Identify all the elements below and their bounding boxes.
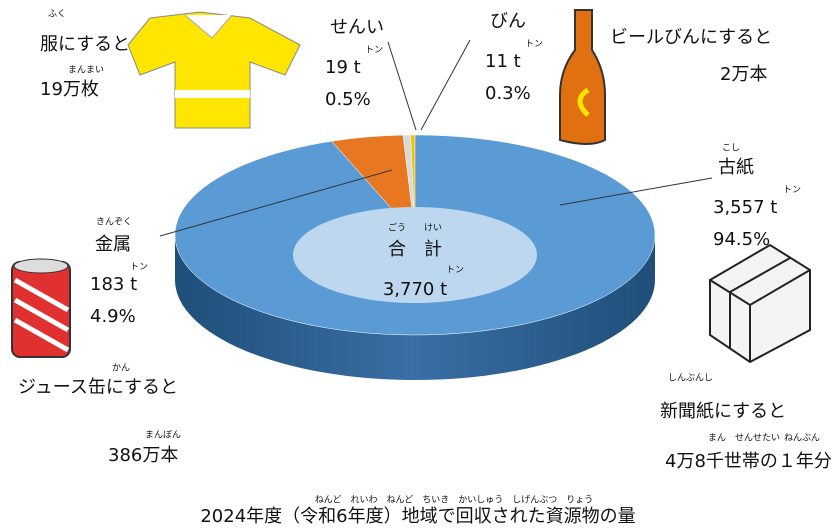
ton-ruby: トン	[783, 186, 801, 196]
chart-title: 2024年度（令和6年度）地域で回収された資源物の量	[200, 506, 635, 527]
annotation: ビールびんにすると	[610, 27, 772, 48]
annotation: 19万枚	[40, 79, 99, 100]
category-label: せんい	[330, 17, 384, 38]
ruby-text: しんぶんし	[668, 373, 713, 384]
ruby-text: まんぼん	[145, 430, 181, 441]
percent-label: 94.5%	[713, 229, 770, 250]
value-label: 183 t	[90, 274, 137, 295]
ruby-text: こし	[722, 143, 740, 154]
total-ruby: ごう けい	[388, 222, 442, 234]
ruby-text: きんぞく	[96, 217, 132, 228]
ruby-text: ふく	[48, 9, 66, 20]
annotation: 新聞紙にすると	[660, 401, 786, 422]
annotation: 2万本	[720, 64, 767, 85]
value-label: 19 t	[325, 57, 361, 78]
category-label: 金属	[95, 234, 131, 255]
title-ruby: ねんど れいわ ねんど ちいき かいしゅう しげんぶつ りょう	[315, 495, 593, 506]
can-illustration	[12, 259, 70, 357]
chart: 2024年度（令和6年度）地域で回収された資源物の量 ねんど れいわ ねんど ち…	[0, 0, 834, 532]
newspaper-illustration	[710, 245, 810, 362]
bottle-illustration	[560, 10, 605, 144]
percent-label: 4.9%	[90, 306, 136, 327]
value-label: 3,557 t	[713, 197, 777, 218]
ruby-text: まん せんせたい	[708, 433, 780, 444]
ruby-text: まんまい	[68, 65, 104, 76]
percent-label: 0.5%	[325, 89, 371, 110]
annotation: 386万本	[108, 445, 178, 466]
ruby-text: ねんぶん	[784, 433, 820, 444]
ton-ruby: トン	[130, 263, 148, 273]
annotation: 服にすると	[40, 34, 130, 55]
ton-ruby: トン	[365, 46, 383, 56]
total-name: 合 計	[388, 239, 442, 260]
percent-label: 0.3%	[485, 83, 531, 104]
ruby-text: かん	[112, 363, 130, 374]
annotation: 4万8千世帯の１年分	[665, 451, 832, 472]
ton-ruby: トン	[446, 266, 464, 276]
ton-ruby: トン	[525, 40, 543, 50]
category-label: 古紙	[718, 157, 754, 178]
category-label: びん	[490, 11, 526, 32]
shirt-illustration	[128, 12, 300, 128]
annotation: ジュース缶にすると	[18, 377, 178, 398]
value-label: 11 t	[485, 51, 521, 72]
total-label: 3,770 t	[383, 279, 447, 300]
